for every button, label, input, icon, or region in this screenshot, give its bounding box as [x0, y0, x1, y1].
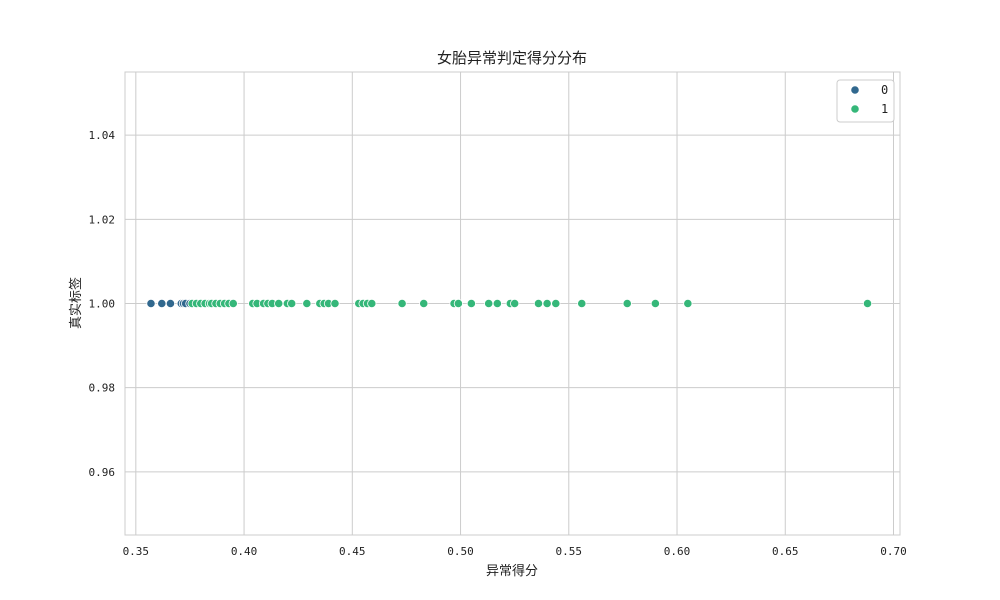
scatter-point-series-1 [533, 298, 544, 309]
scatter-point-series-1 [492, 298, 502, 309]
y-tick-label: 0.98 [89, 382, 116, 395]
scatter-point-series-1 [484, 298, 494, 309]
scatter-point-series-1 [302, 298, 312, 309]
scatter-point-series-1 [419, 298, 429, 309]
scatter-point-series-1 [274, 298, 284, 309]
x-axis-label: 异常得分 [486, 563, 538, 579]
y-tick-label: 0.96 [89, 466, 116, 479]
chart-title: 女胎异常判定得分分布 [437, 49, 587, 67]
scatter-point-series-1 [650, 298, 660, 309]
legend-label: 0 [881, 83, 888, 97]
x-tick-label: 0.70 [880, 545, 907, 558]
y-axis-label: 真实标签 [68, 277, 84, 329]
y-tick-label: 1.02 [89, 213, 116, 226]
scatter-point-series-1 [622, 298, 632, 309]
x-tick-label: 0.35 [123, 545, 150, 558]
scatter-point-series-0 [157, 298, 167, 309]
scatter-point-series-1 [862, 298, 873, 309]
scatter-point-series-1 [287, 298, 297, 309]
scatter-point-series-1 [330, 298, 340, 309]
legend-marker-1 [850, 104, 860, 114]
scatter-point-series-1 [453, 298, 463, 309]
scatter-point-series-1 [228, 298, 238, 309]
x-tick-label: 0.50 [447, 545, 474, 558]
data-points [146, 298, 873, 309]
scatter-point-series-1 [367, 298, 377, 309]
legend: 01 [836, 79, 895, 123]
x-tick-label: 0.40 [231, 545, 258, 558]
legend-label: 1 [881, 102, 888, 116]
scatter-point-series-1 [397, 298, 407, 309]
scatter-point-series-1 [683, 298, 693, 309]
scatter-point-series-1 [577, 298, 587, 309]
scatter-point-series-0 [146, 298, 156, 309]
y-tick-label: 1.04 [89, 129, 116, 142]
scatter-point-series-0 [165, 298, 176, 309]
scatter-point-series-1 [466, 298, 476, 309]
tick-labels: 0.35 0.40 0.45 0.50 0.55 0.60 0.65 0.70 0.96 0.98… [89, 129, 907, 558]
y-tick-label: 1.00 [89, 298, 116, 311]
scatter-point-series-1 [551, 298, 561, 309]
scatter-point-series-1 [510, 298, 520, 309]
x-tick-label: 0.45 [339, 545, 366, 558]
x-tick-label: 0.55 [556, 545, 583, 558]
x-tick-label: 0.60 [664, 545, 691, 558]
x-tick-label: 0.65 [772, 545, 799, 558]
legend-marker-0 [850, 85, 860, 95]
scatter-point-series-1 [542, 298, 552, 309]
plot-frame [124, 71, 901, 536]
